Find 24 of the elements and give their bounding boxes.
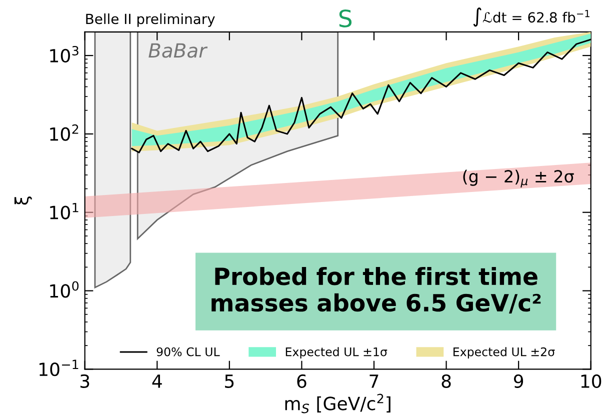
legend-label: Expected UL ±2σ — [454, 347, 555, 359]
text: ∫ℒdt = 62.8 fb$^{−1}$ — [473, 8, 590, 27]
x-tick-label: 3 — [80, 374, 90, 388]
annotation: S — [339, 9, 352, 28]
text: Belle II preliminary — [86, 13, 215, 27]
x-tick-label: 8 — [442, 374, 451, 388]
y-tick-label: 10$^{0}$ — [50, 281, 79, 298]
y-tick-label: 10$^{3}$ — [50, 46, 78, 63]
y-tick-label: 10$^{2}$ — [50, 124, 78, 141]
x-tick-label: 6 — [297, 374, 306, 388]
annotation: (g − 2)$_{μ}$ ± 2σ — [463, 170, 574, 188]
x-axis-title: m$_{S}$ [GeV/c$^{2}$] — [285, 394, 390, 414]
annotation: Probed for the first time masses above 6.5 GeV/c² — [212, 266, 541, 314]
y-tick-label: 10$^{−1}$ — [40, 360, 78, 376]
legend-label: Expected UL ±1σ — [286, 347, 388, 359]
annotation: BaBar — [148, 43, 208, 58]
y-tick-label: 10$^{1}$ — [50, 202, 78, 220]
x-tick-label: 9 — [514, 374, 524, 388]
y-axis-title: ξ — [14, 196, 32, 205]
x-tick-label: 10 — [581, 374, 602, 388]
x-tick-label: 7 — [370, 374, 378, 388]
x-tick-label: 4 — [152, 374, 162, 388]
x-tick-label: 5 — [225, 374, 234, 388]
legend-label: 90% CL UL — [156, 347, 220, 356]
